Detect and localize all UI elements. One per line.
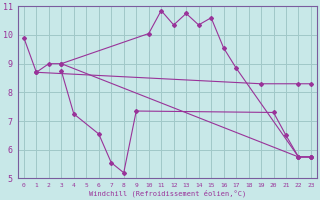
X-axis label: Windchill (Refroidissement éolien,°C): Windchill (Refroidissement éolien,°C)	[89, 190, 246, 197]
